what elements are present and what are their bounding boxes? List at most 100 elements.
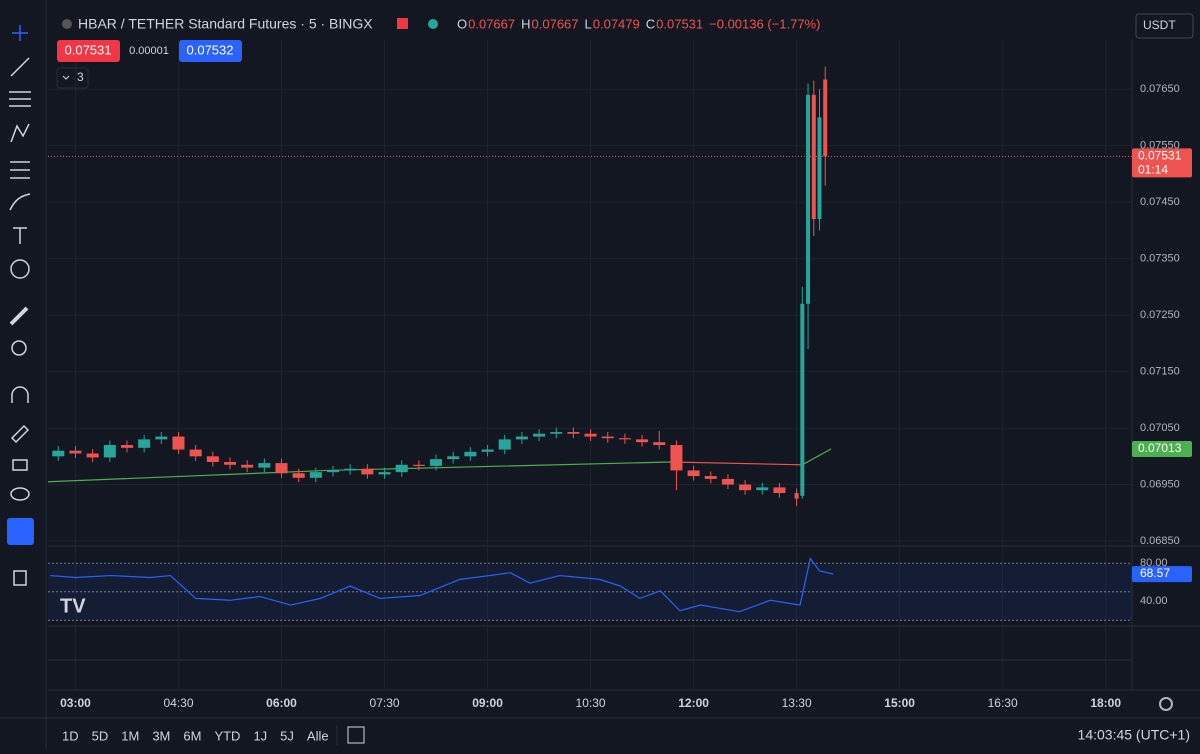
period-button[interactable]: 3M	[152, 728, 170, 743]
candle-body	[756, 487, 769, 491]
last-price-label: 0.07531	[1138, 149, 1182, 163]
sell-button[interactable]	[57, 40, 120, 62]
zoom-tool[interactable]	[11, 340, 27, 356]
price-change: −0.00136 (−1.77%)	[709, 16, 820, 31]
ohlc-legend: O 0.07667 H 0.07667 L 0.07479 C 0.07531	[457, 16, 703, 31]
candle-body	[412, 464, 425, 466]
flag[interactable]	[397, 18, 408, 29]
visibility-tool[interactable]	[10, 487, 30, 501]
plot	[47, 66, 1132, 613]
ohlc-value: 0.07531	[656, 16, 703, 31]
candle-body	[687, 470, 700, 477]
candle-body	[823, 79, 828, 157]
date-range-button[interactable]	[347, 726, 365, 744]
candle-body	[395, 464, 408, 473]
candle-body	[206, 456, 219, 462]
candle-body	[155, 436, 168, 440]
period-button[interactable]: 6M	[183, 728, 201, 743]
candle-body	[773, 487, 786, 494]
delete-tool[interactable]	[13, 570, 27, 586]
period-button[interactable]: 5D	[92, 728, 109, 743]
candle-body	[601, 436, 614, 439]
candle-body	[292, 473, 305, 478]
candle-body	[584, 433, 597, 437]
y-tick-label: 0.07150	[1140, 365, 1180, 377]
lock-tool[interactable]	[12, 459, 28, 471]
ma-value-label: 0.07013	[1138, 441, 1182, 455]
moving-average	[670, 461, 803, 466]
y-tick-label: 0.07450	[1140, 196, 1180, 208]
x-tick-label: 18:00	[1090, 696, 1121, 710]
tv-logo: TV	[60, 595, 86, 617]
link-tool[interactable]	[7, 518, 34, 545]
candle-body	[464, 451, 477, 457]
market-status	[428, 19, 438, 29]
candle-body	[636, 439, 649, 443]
x-tick-label: 12:00	[678, 696, 709, 710]
period-button[interactable]: 1J	[253, 728, 267, 743]
candle-body	[120, 445, 133, 448]
candle-body	[567, 432, 580, 434]
period-button[interactable]: 5J	[280, 728, 294, 743]
ruler-tool[interactable]	[9, 306, 29, 326]
candle-body	[811, 94, 816, 220]
x-tick-label: 06:00	[266, 696, 297, 710]
x-tick-label: 04:30	[163, 696, 193, 710]
candle-body	[69, 450, 82, 454]
candle-body	[794, 493, 799, 499]
countdown-label: 01:14	[1138, 163, 1168, 177]
pattern-tool[interactable]	[10, 123, 30, 143]
y-tick-label: 0.07050	[1140, 422, 1180, 434]
x-tick-label: 10:30	[576, 696, 606, 710]
candle-body	[430, 459, 443, 466]
period-button[interactable]: Alle	[307, 728, 329, 743]
currency-button[interactable]	[1135, 13, 1194, 39]
currency-label: USDT	[1143, 18, 1176, 32]
candle-body	[86, 453, 99, 458]
candle-body	[653, 442, 666, 446]
brush-tool[interactable]	[9, 193, 31, 211]
candle-body	[172, 436, 185, 450]
candle-body	[189, 449, 202, 457]
period-button[interactable]: 1M	[121, 728, 139, 743]
y-tick-label: 0.07250	[1140, 309, 1180, 321]
y-tick-label: 0.07350	[1140, 253, 1180, 265]
rsi-tick-label: 40.00	[1140, 595, 1168, 607]
ohlc-key: L	[585, 16, 592, 31]
candle-body	[138, 439, 151, 448]
rsi-band-fill	[48, 563, 1132, 621]
period-button[interactable]: 1D	[62, 728, 79, 743]
period-bar: 1D 5D 1M 3M 6M YTD 1J 5J Alle	[62, 728, 329, 743]
spread: 0.00001	[129, 45, 169, 57]
fib-tool[interactable]	[9, 91, 31, 107]
lock-draw-tool[interactable]	[10, 424, 30, 444]
buy-button[interactable]	[179, 40, 242, 62]
x-tick-label: 13:30	[782, 696, 812, 710]
trendline-tool[interactable]	[10, 57, 30, 77]
ohlc-key: O	[457, 16, 467, 31]
toolbar	[7, 25, 34, 586]
x-tick-label: 09:00	[472, 696, 503, 710]
settings-button[interactable]	[1159, 697, 1173, 711]
candle-body	[739, 484, 752, 491]
candle-body	[378, 472, 391, 475]
magnet-tool[interactable]	[11, 386, 29, 403]
emoji-tool[interactable]	[10, 259, 30, 279]
sell-price: 0.07531	[65, 42, 112, 57]
indicators-toggle[interactable]	[56, 67, 89, 89]
rsi-value-label: 68.57	[1140, 566, 1170, 580]
candle-body	[223, 461, 237, 465]
period-button[interactable]: YTD	[214, 728, 240, 743]
ohlc-value: 0.07667	[468, 16, 515, 31]
ohlc-value: 0.07479	[593, 16, 640, 31]
y-tick-label: 0.07650	[1140, 83, 1180, 95]
forecast-tool[interactable]	[10, 161, 30, 179]
crosshair-tool[interactable]	[12, 25, 28, 41]
symbol-title: HBAR / TETHER Standard Futures · 5 · BIN…	[78, 16, 373, 32]
last-price-box	[1132, 148, 1192, 178]
candle-body	[447, 456, 460, 460]
text-tool[interactable]	[13, 227, 27, 244]
candle-body	[481, 449, 494, 452]
